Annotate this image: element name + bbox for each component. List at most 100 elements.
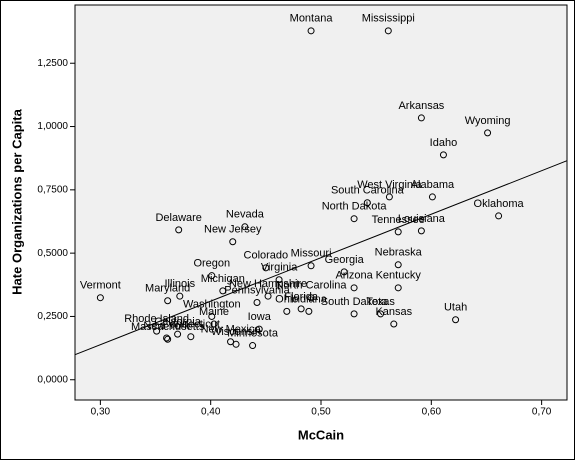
- point: [417, 114, 425, 122]
- point-label: West Virginia: [357, 179, 422, 191]
- point: [253, 299, 261, 307]
- point-label: Maine: [199, 306, 229, 318]
- x-tick-label: 0,70: [532, 407, 552, 418]
- point-label: Colorado: [244, 250, 289, 262]
- point-label: New Hampshire: [229, 278, 307, 290]
- point-label: New Jersey: [204, 224, 262, 236]
- x-tick-label: 0,40: [201, 407, 221, 418]
- point: [417, 227, 425, 235]
- point: [297, 305, 305, 313]
- point-label: Delaware: [155, 212, 201, 224]
- point-label: Rhode Island: [124, 313, 189, 325]
- point: [227, 338, 235, 346]
- point-label: Connecticut: [162, 319, 220, 331]
- point-label: Nebraska: [375, 247, 423, 259]
- point: [439, 151, 447, 159]
- point: [394, 261, 402, 269]
- point: [262, 264, 270, 272]
- point-label: Illinois: [165, 278, 196, 290]
- point-label: Florida: [284, 291, 319, 303]
- point: [484, 129, 492, 137]
- point-label: Utah: [444, 302, 467, 314]
- point: [164, 335, 172, 343]
- point-label: Mississippi: [362, 13, 415, 25]
- point-label: Wyoming: [465, 115, 511, 127]
- point-label: Kentucky: [376, 270, 422, 282]
- point-label: Arizona: [335, 270, 373, 282]
- point-label: Maryland: [145, 283, 190, 295]
- point-label: Pennsylvania: [224, 284, 290, 296]
- point: [164, 297, 172, 305]
- x-tick-label: 0,30: [91, 407, 111, 418]
- point: [377, 310, 385, 318]
- point-label: Oklahoma: [474, 198, 525, 210]
- point-label: Virginia: [261, 262, 298, 274]
- point: [340, 268, 348, 276]
- point-label: Kansas: [375, 306, 412, 318]
- point: [174, 330, 182, 338]
- point-label: Texas: [366, 296, 395, 308]
- point: [495, 212, 503, 220]
- point: [163, 334, 171, 342]
- x-tick-label: 0,50: [311, 407, 331, 418]
- point-label: Iowa: [248, 311, 272, 323]
- point: [394, 284, 402, 292]
- point-label: Arkansas: [398, 100, 444, 112]
- point: [232, 340, 240, 348]
- point: [350, 215, 358, 223]
- point-label: Louisiana: [398, 213, 446, 225]
- point: [153, 327, 161, 335]
- y-tick-label: 0,7500: [37, 184, 68, 195]
- point-label: North Dakota: [322, 201, 388, 213]
- point-label: Massachusetts: [131, 321, 205, 333]
- point: [208, 312, 216, 320]
- point: [428, 193, 436, 201]
- point: [175, 226, 183, 234]
- point: [176, 292, 184, 300]
- point: [385, 193, 393, 201]
- point: [307, 262, 315, 270]
- point: [96, 294, 104, 302]
- y-tick-label: 1,2500: [37, 58, 68, 69]
- point: [210, 320, 218, 328]
- point: [350, 310, 358, 318]
- point-label: Oregon: [193, 258, 230, 270]
- point: [229, 238, 237, 246]
- x-tick-label: 0,60: [422, 407, 442, 418]
- point: [384, 27, 392, 35]
- point: [187, 333, 195, 341]
- y-tick-label: 0,5000: [37, 248, 68, 259]
- point-label: North Carolina: [276, 280, 348, 292]
- point-label: Ohio: [275, 293, 298, 305]
- point-label: California: [154, 316, 201, 328]
- point: [219, 287, 227, 295]
- point: [305, 307, 313, 315]
- point: [390, 320, 398, 328]
- point-label: Wisconsin: [211, 326, 261, 338]
- point-label: Missouri: [291, 248, 332, 260]
- point: [283, 307, 291, 315]
- x-axis-title: McCain: [298, 427, 344, 442]
- point-label: Tennessee: [372, 214, 425, 226]
- point-label: Washington: [183, 298, 241, 310]
- point-label: Georgia: [325, 254, 365, 266]
- point-label: Alabama: [411, 179, 455, 191]
- point-label: Montana: [290, 13, 334, 25]
- point: [452, 316, 460, 324]
- point-label: New Mexico: [201, 324, 261, 336]
- point: [208, 272, 216, 280]
- point-label: South Dakota: [321, 296, 389, 308]
- point: [394, 228, 402, 236]
- point: [241, 223, 249, 231]
- point-label: Michigan: [201, 273, 245, 285]
- y-tick-label: 1,0000: [37, 121, 68, 132]
- y-tick-label: 0,0000: [37, 374, 68, 385]
- point: [363, 199, 371, 207]
- point-label: Indiana: [291, 293, 328, 305]
- fit-line: [74, 160, 568, 356]
- point-label: Nevada: [226, 209, 265, 221]
- point-label: Vermont: [80, 280, 121, 292]
- y-tick-label: 0,2500: [37, 311, 68, 322]
- point: [249, 342, 257, 350]
